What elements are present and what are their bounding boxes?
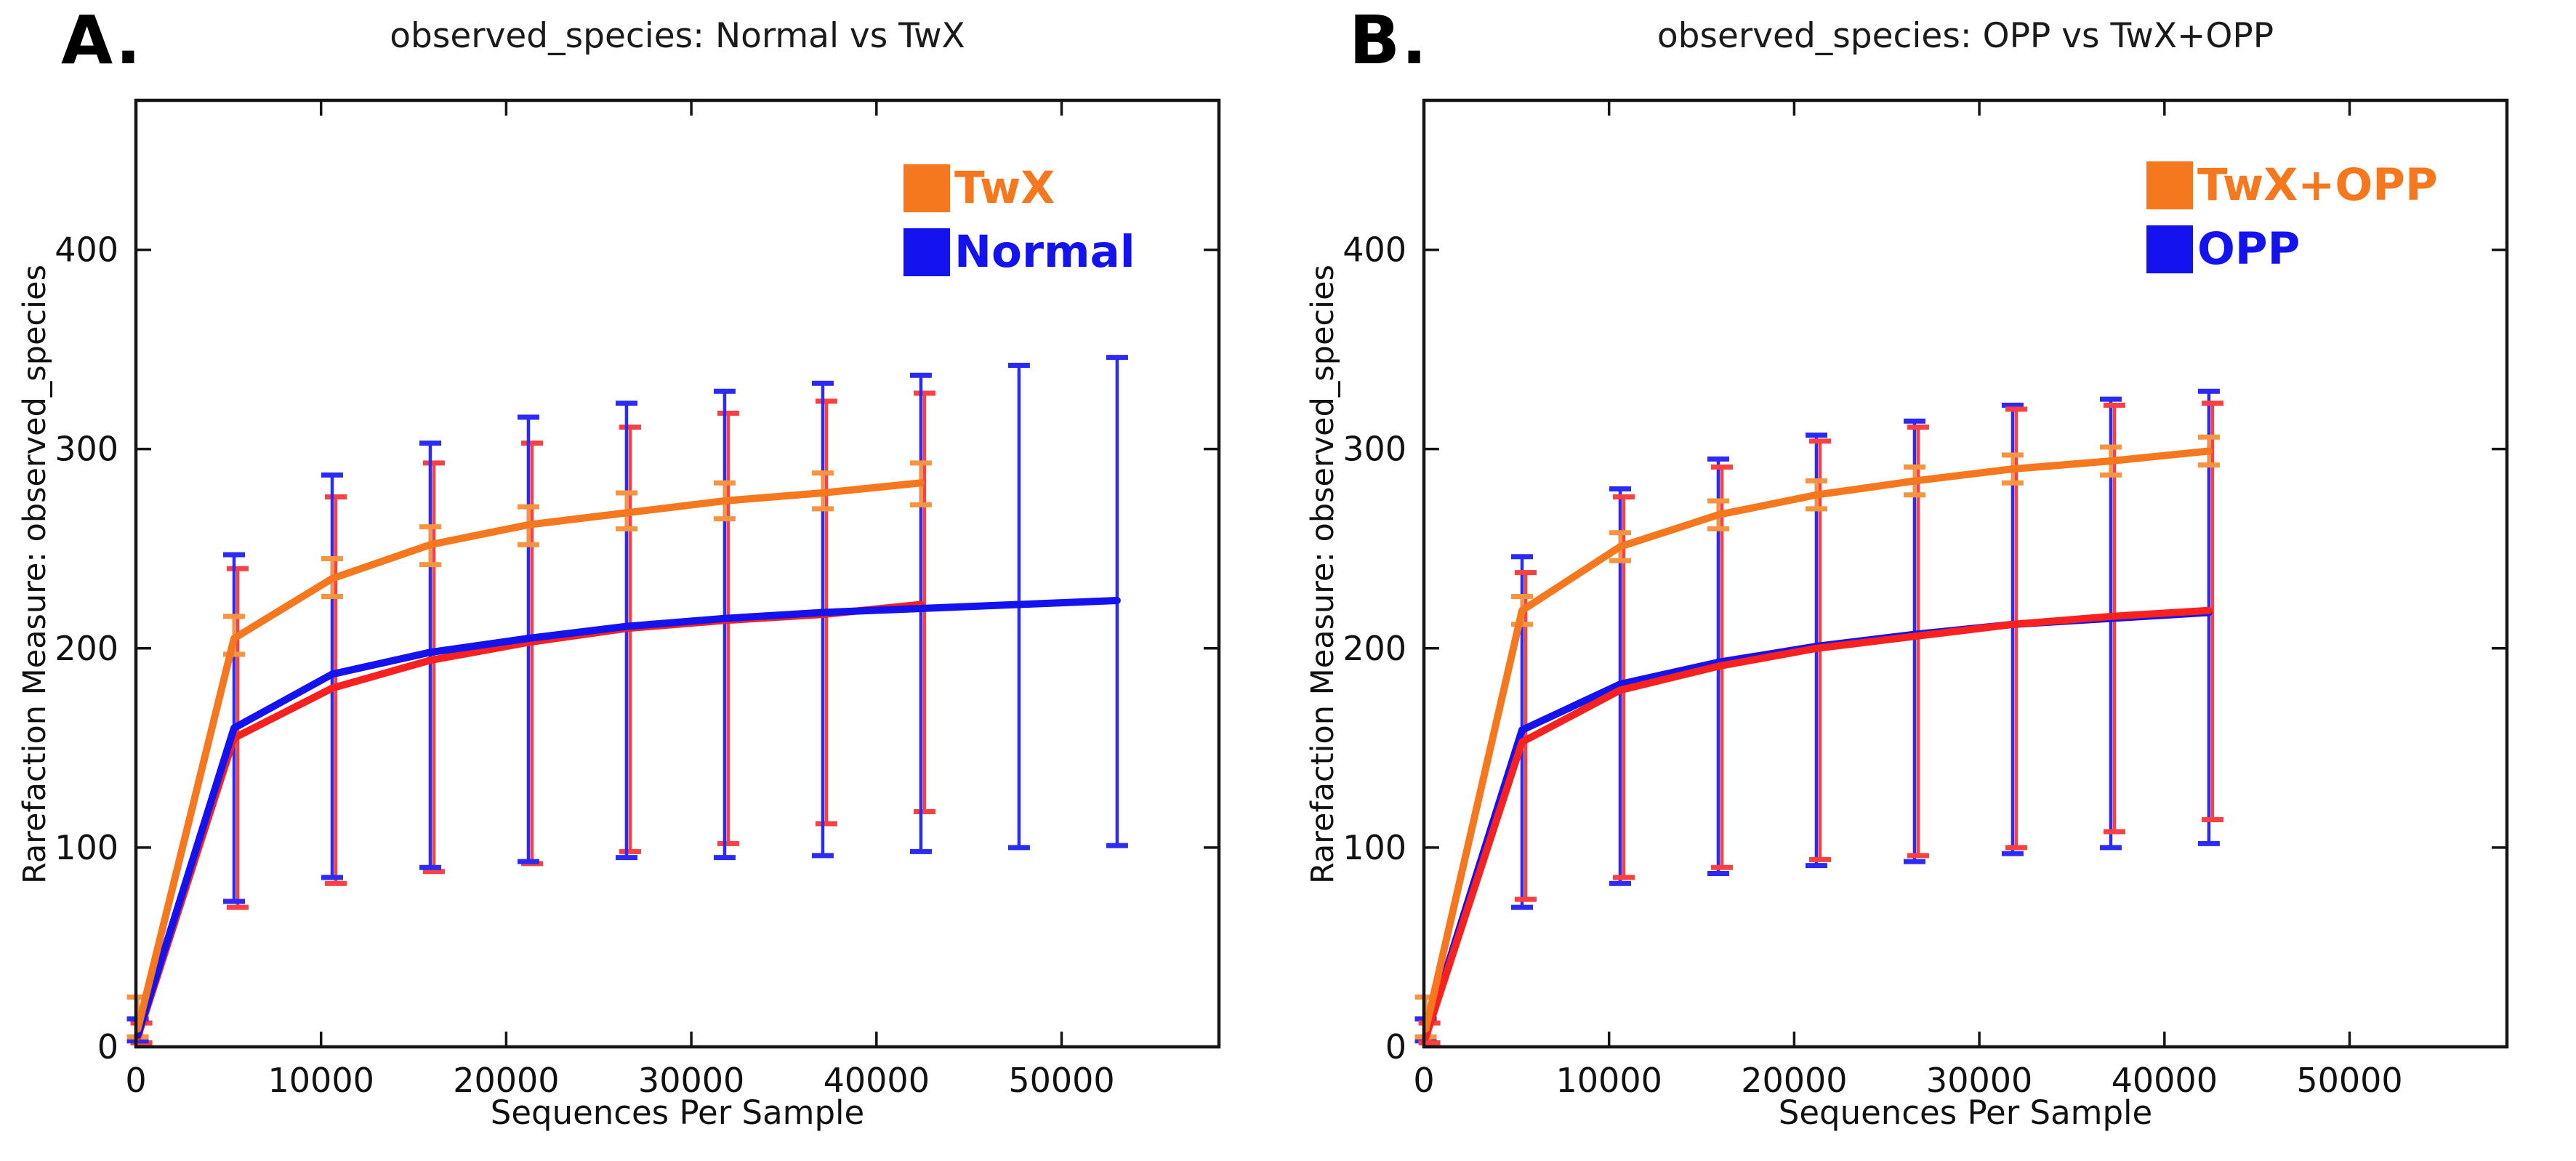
svg-text:100: 100 [55,828,118,867]
svg-text:20000: 20000 [453,1061,559,1100]
svg-text:400: 400 [1343,230,1406,270]
legend-label: TwX [954,162,1055,214]
svg-text:30000: 30000 [638,1061,744,1100]
legend: TwX Normal [903,164,1135,292]
svg-text:10000: 10000 [268,1061,374,1100]
svg-text:40000: 40000 [824,1061,930,1100]
svg-text:0: 0 [1385,1027,1406,1066]
x-axis-label: Sequences Per Sample [490,1093,865,1132]
panel-b: B. observed_species: OPP vs TwX+OPP Rare… [1288,0,2576,1161]
svg-text:0: 0 [1413,1061,1434,1100]
plot-area: 0 10000 20000 30000 40000 50000 0 100 200 300 400 [55,98,1221,1100]
legend-swatch [2146,161,2193,209]
svg-text:40000: 40000 [2112,1061,2218,1100]
svg-text:300: 300 [55,430,118,469]
legend-swatch [903,164,950,212]
svg-text:20000: 20000 [1741,1061,1847,1100]
svg-text:0: 0 [125,1061,146,1100]
svg-text:200: 200 [55,629,118,668]
legend-row: TwX+OPP [2146,161,2438,209]
legend-row: TwX [903,164,1135,212]
svg-text:10000: 10000 [1556,1061,1662,1100]
panel-letter: A. [61,1,142,79]
legend-label: Normal [954,226,1135,278]
legend-swatch [903,228,950,276]
legend-label: OPP [2197,223,2301,275]
legend-swatch [2146,225,2193,273]
svg-text:30000: 30000 [1926,1061,2032,1100]
svg-text:400: 400 [55,230,118,270]
svg-text:100: 100 [1343,828,1406,867]
legend-label: TwX+OPP [2197,159,2438,211]
legend: TwX+OPP OPP [2146,161,2438,289]
plot-area: 0 10000 20000 30000 40000 50000 0 100 200 300 400 [1343,98,2509,1100]
panel-letter: B. [1349,1,1429,79]
chart-title: observed_species: OPP vs TwX+OPP [1657,16,2274,56]
svg-text:300: 300 [1343,430,1406,469]
svg-text:50000: 50000 [1008,1061,1114,1100]
x-axis-label: Sequences Per Sample [1778,1093,2153,1132]
legend-row: Normal [903,228,1135,276]
panel-a: A. observed_species: Normal vs TwX Raref… [17,1,1221,1132]
legend-row: OPP [2146,225,2438,273]
svg-text:50000: 50000 [2296,1061,2402,1100]
chart-title: observed_species: Normal vs TwX [390,16,965,56]
svg-text:200: 200 [1343,629,1406,668]
svg-text:0: 0 [97,1027,118,1066]
